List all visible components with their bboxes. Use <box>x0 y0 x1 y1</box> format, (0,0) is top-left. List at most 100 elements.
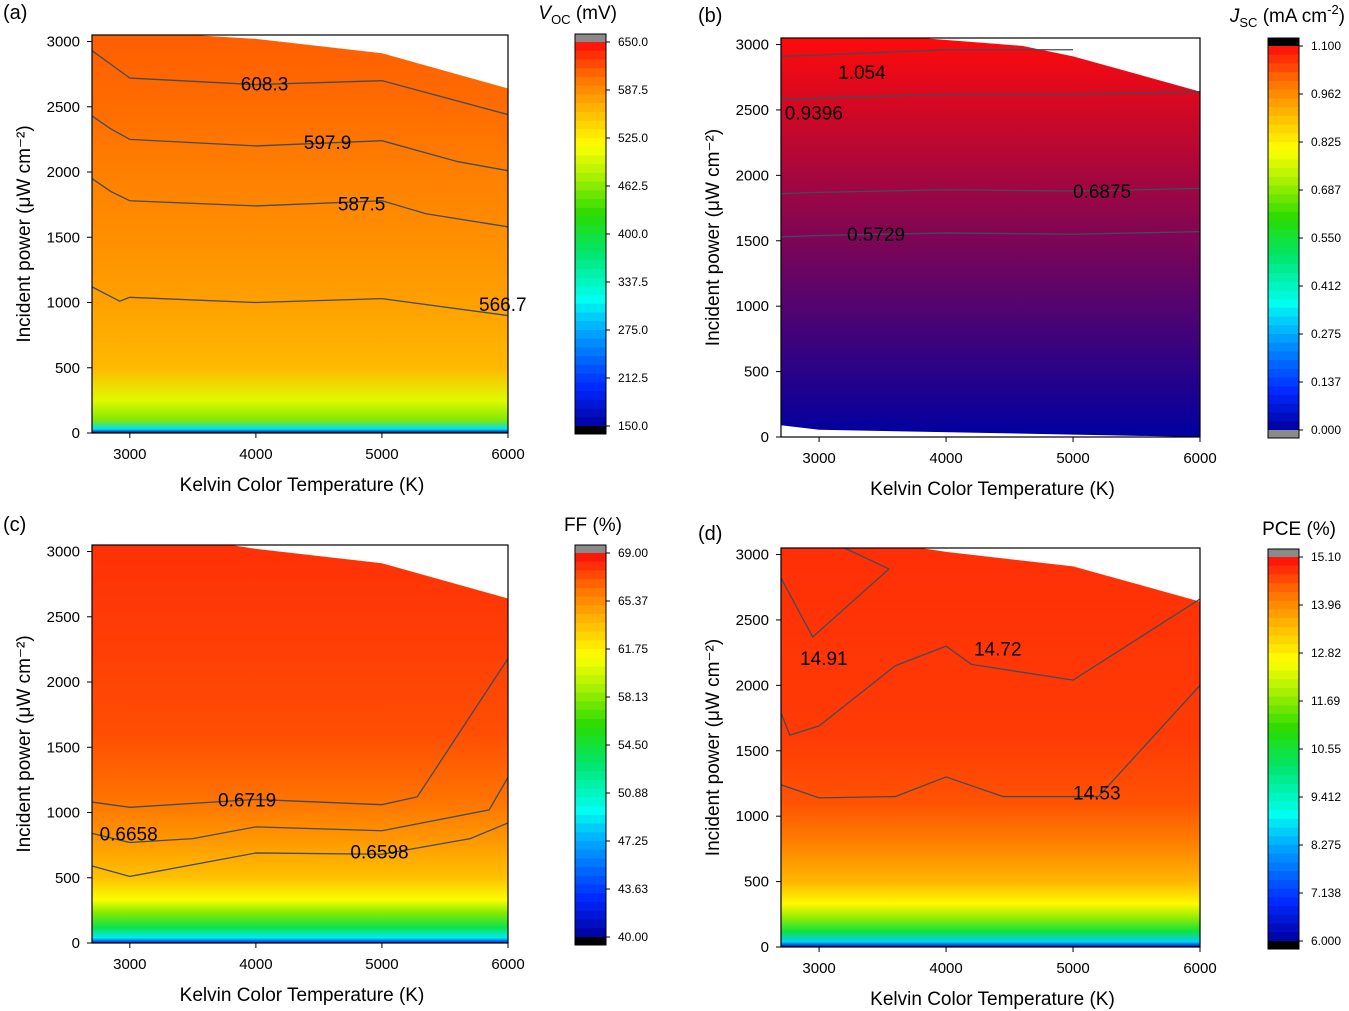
contour-line-0.9396 <box>781 90 1200 101</box>
colorbar-segment <box>1268 72 1299 82</box>
colorbar-tick-label: 150.0 <box>618 419 648 433</box>
panel-label: (a) <box>3 2 27 24</box>
colorbar-segment <box>575 614 606 624</box>
y-tick-label: 1000 <box>736 808 769 825</box>
colorbar-title-part: J <box>1229 6 1240 27</box>
chart-panel-3: 14.91 14.72 14.53 3000 4000 5000 6000 0 500 1000 1… <box>698 519 1341 1010</box>
colorbar-segment <box>575 303 606 314</box>
colorbar-segment <box>1268 845 1299 855</box>
colorbar-segment <box>1268 412 1299 422</box>
colorbar-segment <box>575 172 606 183</box>
colorbar-segment <box>575 596 606 606</box>
colorbar-segment <box>1268 368 1299 379</box>
x-tick-label: 5000 <box>365 446 398 463</box>
colorbar-segment <box>575 823 606 833</box>
y-tick-label: 0 <box>761 939 769 956</box>
colorbar-segment <box>1268 185 1299 195</box>
contour-line-566.7 <box>92 286 508 317</box>
colorbar-segment <box>575 382 606 392</box>
contour-label: 14.91 <box>800 649 848 670</box>
colorbar-segment <box>1268 749 1299 759</box>
colorbar-tick-label: 0.412 <box>1311 279 1341 293</box>
y-tick-label: 2000 <box>47 164 80 181</box>
colorbar-segment <box>1268 159 1299 169</box>
colorbar-title: PCE (%) <box>1262 519 1336 540</box>
y-tick-label: 2500 <box>736 102 769 119</box>
colorbar-title-part: PCE (%) <box>1262 519 1336 540</box>
colorbar-segment <box>575 884 606 894</box>
colorbar-tick-label: 650.0 <box>618 35 648 49</box>
colorbar-segment <box>575 129 606 139</box>
x-tick-label: 3000 <box>802 450 835 467</box>
colorbar-segment <box>1268 421 1299 431</box>
contour-line-14.72 <box>781 598 1200 736</box>
colorbar-segment <box>1268 124 1299 134</box>
colorbar-segment <box>575 727 606 737</box>
colorbar-cap-top <box>1268 549 1299 557</box>
colorbar-tick-label: 462.5 <box>618 179 648 193</box>
colorbar-segment <box>575 373 606 383</box>
colorbar-segment <box>575 181 606 191</box>
colorbar-tick-label: 212.5 <box>618 371 648 385</box>
panel-label: (b) <box>698 5 722 27</box>
colorbar-segment <box>575 745 606 755</box>
colorbar-tick-label: 43.63 <box>618 882 648 896</box>
colorbar-segment <box>1268 792 1299 802</box>
colorbar-segment <box>1268 775 1299 785</box>
colorbar-segment <box>575 391 606 401</box>
contour-line-597.9 <box>92 115 508 172</box>
colorbar-segment <box>1268 229 1299 239</box>
x-tick-label: 3000 <box>802 960 835 977</box>
contour-line-0.6719 <box>92 658 508 808</box>
colorbar-segment <box>575 408 606 418</box>
colorbar-segment <box>1268 574 1299 584</box>
colorbar-tick-label: 587.5 <box>618 83 648 97</box>
colorbar-segment <box>575 225 606 235</box>
colorbar-segment <box>575 605 606 615</box>
x-tick-label: 6000 <box>491 446 524 463</box>
colorbar-segment <box>1268 220 1299 230</box>
contour-line-1.054 <box>781 49 1074 57</box>
colorbar-segment <box>1268 897 1299 907</box>
colorbar-segment <box>1268 54 1299 65</box>
colorbar-segment <box>575 417 606 427</box>
colorbar-tick-label: 0.825 <box>1311 135 1341 149</box>
colorbar-segment <box>575 928 606 938</box>
colorbar-segment <box>1268 591 1299 602</box>
y-tick-label: 2000 <box>47 674 80 691</box>
colorbar-segment <box>1268 325 1299 335</box>
panel-label: (c) <box>3 514 26 536</box>
colorbar-segment <box>1268 176 1299 187</box>
colorbar-segment <box>575 146 606 157</box>
colorbar-tick-label: 0.000 <box>1311 423 1341 437</box>
colorbar-segment <box>1268 386 1299 396</box>
x-tick-label: 4000 <box>239 446 272 463</box>
colorbar-segment <box>575 849 606 860</box>
colorbar-segment <box>575 561 606 572</box>
colorbar-tick-label: 15.10 <box>1311 550 1341 564</box>
contour-label: 0.6598 <box>350 843 408 864</box>
colorbar-segment <box>575 260 606 270</box>
contour-line-587.5 <box>92 178 508 228</box>
colorbar-segment <box>575 42 606 52</box>
colorbar-segment <box>575 858 606 868</box>
colorbar-segment <box>1268 299 1299 309</box>
colorbar-segment <box>575 234 606 244</box>
colorbar-segment <box>1268 827 1299 837</box>
contour-label: 608.3 <box>241 74 289 95</box>
colorbar-segment <box>575 68 606 78</box>
contour-label: 0.6719 <box>218 790 276 811</box>
y-axis-title: Incident power (μW cm⁻²) <box>14 125 35 342</box>
colorbar-segment <box>1268 264 1299 274</box>
colorbar-segment <box>1268 403 1299 414</box>
panel-label: (d) <box>698 523 722 545</box>
colorbar-segment <box>575 268 606 279</box>
colorbar-segment <box>575 919 606 929</box>
colorbar-segment <box>1268 203 1299 213</box>
colorbar-segment <box>1268 783 1299 794</box>
colorbar-title: JSC (mA cm-2) <box>1229 2 1345 30</box>
colorbar-segment <box>1268 46 1299 56</box>
y-tick-label: 3000 <box>47 544 80 561</box>
colorbar-segment <box>1268 932 1299 942</box>
